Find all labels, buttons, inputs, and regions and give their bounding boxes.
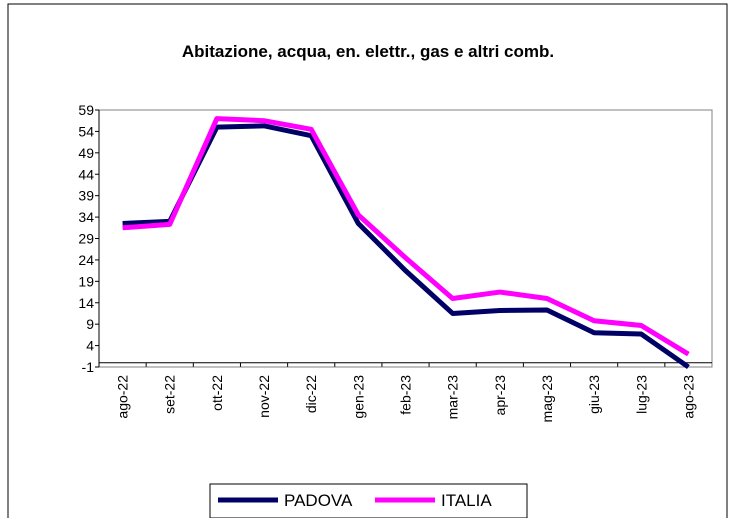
- series-line: [122, 123, 690, 370]
- x-tick-label: lug-23: [633, 375, 649, 414]
- y-tick-label: 54: [78, 123, 94, 139]
- x-tick-label: apr-23: [492, 375, 508, 416]
- x-tick-label: dic-22: [303, 375, 319, 413]
- y-tick-label: 14: [78, 295, 94, 311]
- y-tick-label: 4: [86, 338, 94, 354]
- x-tick-label: ott-22: [209, 375, 225, 411]
- y-tick-label: 24: [78, 252, 94, 268]
- y-tick-label: 9: [86, 316, 94, 332]
- legend-label: ITALIA: [441, 491, 492, 510]
- plot-area: [98, 109, 713, 368]
- x-tick-label: mag-23: [539, 375, 555, 423]
- y-tick-label: 49: [78, 145, 94, 161]
- chart-title: Abitazione, acqua, en. elettr., gas e al…: [182, 42, 554, 61]
- y-tick-label: 44: [78, 166, 94, 182]
- y-tick-label: 29: [78, 231, 94, 247]
- x-tick-label: set-22: [162, 375, 178, 414]
- x-tick-label: ago-22: [115, 375, 131, 419]
- y-tick-label: -1: [82, 359, 95, 375]
- series-line: [122, 116, 690, 357]
- y-tick-label: 59: [78, 102, 94, 118]
- y-tick-label: 39: [78, 188, 94, 204]
- x-tick-label: nov-22: [256, 375, 272, 418]
- legend-label: PADOVA: [284, 491, 353, 510]
- y-tick-label: 19: [78, 273, 94, 289]
- x-tick-label: giu-23: [586, 375, 602, 414]
- y-tick-label: 34: [78, 209, 94, 225]
- x-tick-label: gen-23: [350, 375, 366, 419]
- x-tick-label: mar-23: [445, 375, 461, 420]
- x-tick-label: ago-23: [680, 375, 696, 419]
- x-tick-label: feb-23: [398, 375, 414, 415]
